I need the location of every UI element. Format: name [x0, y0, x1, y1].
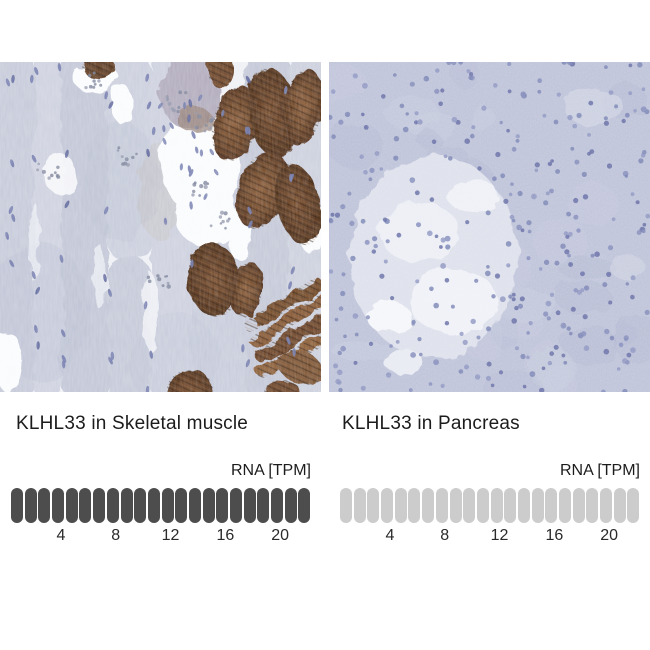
- rna-tpm-label: RNA [TPM]: [559, 462, 640, 479]
- tpm-dot: [435, 488, 448, 523]
- tpm-dot: [120, 488, 133, 523]
- tpm-dot: [243, 488, 256, 523]
- tpm-dot: [38, 488, 51, 523]
- tpm-dot: [545, 488, 558, 523]
- tpm-dot: [476, 488, 489, 523]
- tpm-dot-row: [340, 488, 640, 523]
- tpm-dot: [517, 488, 530, 523]
- tpm-dot: [11, 488, 23, 523]
- tpm-dot: [106, 488, 119, 523]
- tpm-dot: [504, 488, 517, 523]
- tpm-dot: [367, 488, 380, 523]
- tpm-dot: [600, 488, 613, 523]
- tpm-dot: [394, 488, 407, 523]
- tpm-tick-label: 16: [545, 527, 564, 544]
- tpm-dot: [24, 488, 37, 523]
- tpm-dot: [216, 488, 229, 523]
- tpm-dot: [463, 488, 476, 523]
- tpm-dot: [298, 488, 311, 523]
- tpm-dot: [257, 488, 270, 523]
- tpm-dot: [422, 488, 435, 523]
- panel-title-skeletal-muscle: KLHL33 in Skeletal muscle: [16, 413, 249, 434]
- tpm-dot: [202, 488, 215, 523]
- tpm-dot: [161, 488, 174, 523]
- tpm-dot: [572, 488, 585, 523]
- tpm-dot: [134, 488, 147, 523]
- tpm-dot: [449, 488, 462, 523]
- tpm-tick-label: 4: [385, 527, 395, 544]
- tpm-tick-label: 8: [440, 527, 450, 544]
- tpm-dot: [271, 488, 284, 523]
- tpm-dot: [490, 488, 503, 523]
- tpm-dot: [627, 488, 640, 523]
- tpm-dot: [188, 488, 201, 523]
- tpm-tick-label: 4: [56, 527, 66, 544]
- tpm-dot: [531, 488, 544, 523]
- tpm-dot: [559, 488, 571, 523]
- tpm-dot: [381, 488, 394, 523]
- tpm-dot-row: [11, 488, 311, 523]
- tpm-dot: [175, 488, 188, 523]
- tpm-tick-label: 8: [111, 527, 121, 544]
- tpm-tick-label: 20: [600, 527, 619, 544]
- tpm-dot: [230, 488, 242, 523]
- panel-title-pancreas: KLHL33 in Pancreas: [342, 413, 520, 434]
- tpm-tick-row: 4 8 12 16 20: [340, 527, 640, 545]
- tpm-tick-row: 4 8 12 16 20: [11, 527, 311, 545]
- tpm-dot: [613, 488, 626, 523]
- ihc-image-pancreas: [329, 62, 650, 392]
- rna-tpm-scale-pancreas: RNA [TPM] 4 8 12 16 20: [340, 462, 640, 545]
- tpm-dot: [340, 488, 352, 523]
- pancreas-tissue-art: [329, 62, 650, 392]
- tpm-tick-label: 12: [161, 527, 180, 544]
- skeletal-muscle-tissue-art: [0, 62, 321, 392]
- rna-tpm-scale-skeletal-muscle: RNA [TPM] 4 8 12 16 20: [11, 462, 311, 545]
- tpm-dot: [79, 488, 92, 523]
- tpm-tick-label: 16: [216, 527, 235, 544]
- tpm-dot: [52, 488, 65, 523]
- tpm-dot: [586, 488, 599, 523]
- tpm-dot: [353, 488, 366, 523]
- tpm-dot: [65, 488, 78, 523]
- tpm-tick-label: 20: [271, 527, 290, 544]
- ihc-image-skeletal-muscle: [0, 62, 321, 392]
- tpm-dot: [147, 488, 160, 523]
- tpm-dot: [408, 488, 421, 523]
- tpm-tick-label: 12: [490, 527, 509, 544]
- tpm-dot: [93, 488, 106, 523]
- tpm-dot: [284, 488, 297, 523]
- rna-tpm-label: RNA [TPM]: [230, 462, 311, 479]
